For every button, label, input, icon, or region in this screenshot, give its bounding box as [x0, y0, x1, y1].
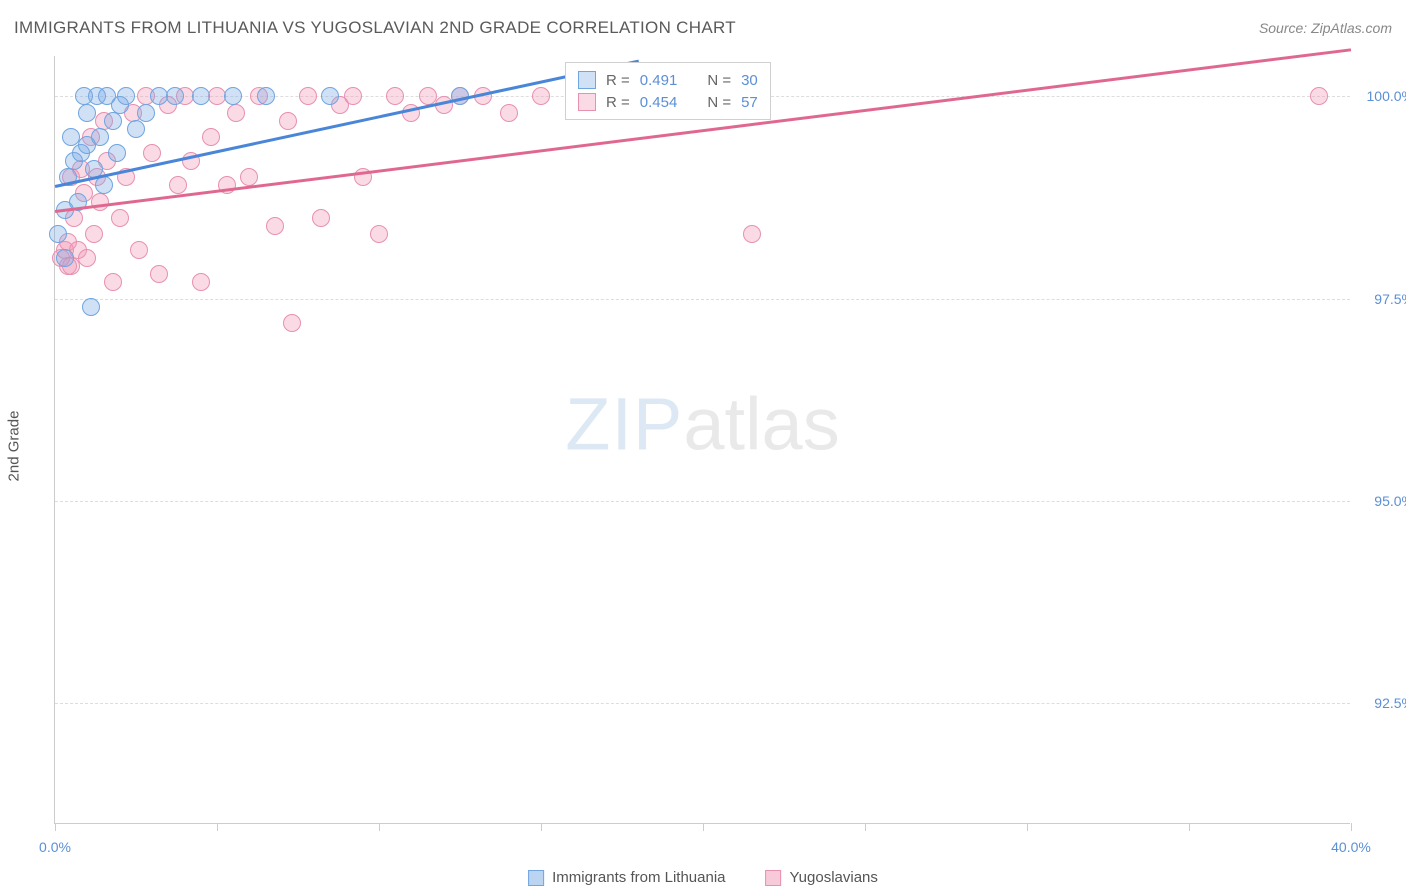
data-point — [85, 225, 103, 243]
data-point — [257, 87, 275, 105]
data-point — [192, 273, 210, 291]
data-point — [78, 249, 96, 267]
data-point — [283, 314, 301, 332]
legend-r-label: R = — [606, 72, 630, 89]
legend-n-value: 57 — [741, 94, 758, 111]
data-point — [266, 217, 284, 235]
data-point — [111, 209, 129, 227]
data-point — [150, 265, 168, 283]
y-tick-label: 97.5% — [1358, 291, 1406, 307]
data-point — [166, 87, 184, 105]
x-tick — [1351, 823, 1352, 831]
data-point — [91, 193, 109, 211]
data-point — [202, 128, 220, 146]
x-tick — [217, 823, 218, 831]
correlation-legend: R = 0.491 N = 30 R = 0.454 N = 57 — [565, 62, 771, 120]
data-point — [279, 112, 297, 130]
chart-source: Source: ZipAtlas.com — [1259, 20, 1392, 36]
x-tick — [703, 823, 704, 831]
x-tick — [1189, 823, 1190, 831]
legend-r-label: R = — [606, 94, 630, 111]
y-axis-label: 2nd Grade — [6, 411, 23, 482]
bottom-legend-item: Yugoslavians — [766, 869, 878, 886]
data-point — [299, 87, 317, 105]
bottom-legend-label: Yugoslavians — [790, 869, 878, 886]
chart-header: IMMIGRANTS FROM LITHUANIA VS YUGOSLAVIAN… — [14, 18, 1392, 38]
x-tick-label: 40.0% — [1331, 839, 1371, 855]
legend-n-label: N = — [707, 94, 731, 111]
y-tick-label: 95.0% — [1358, 493, 1406, 509]
data-point — [240, 168, 258, 186]
data-point — [49, 225, 67, 243]
legend-row: R = 0.454 N = 57 — [578, 91, 758, 113]
data-point — [386, 87, 404, 105]
legend-row: R = 0.491 N = 30 — [578, 69, 758, 91]
watermark-text: ZIPatlas — [565, 382, 839, 467]
gridline — [55, 703, 1350, 704]
bottom-legend: Immigrants from Lithuania Yugoslavians — [528, 869, 878, 886]
data-point — [532, 87, 550, 105]
data-point — [130, 241, 148, 259]
bottom-legend-label: Immigrants from Lithuania — [552, 869, 725, 886]
data-point — [1310, 87, 1328, 105]
data-point — [56, 249, 74, 267]
data-point — [370, 225, 388, 243]
legend-n-label: N = — [707, 72, 731, 89]
chart-title: IMMIGRANTS FROM LITHUANIA VS YUGOSLAVIAN… — [14, 18, 736, 38]
y-tick-label: 100.0% — [1358, 88, 1406, 104]
data-point — [143, 144, 161, 162]
legend-r-value: 0.454 — [640, 94, 678, 111]
data-point — [95, 176, 113, 194]
legend-swatch-icon — [766, 870, 782, 886]
x-tick — [865, 823, 866, 831]
data-point — [344, 87, 362, 105]
legend-swatch-icon — [578, 71, 596, 89]
data-point — [117, 87, 135, 105]
data-point — [500, 104, 518, 122]
data-point — [82, 298, 100, 316]
data-point — [78, 104, 96, 122]
data-point — [104, 273, 122, 291]
legend-swatch-icon — [528, 870, 544, 886]
x-tick — [379, 823, 380, 831]
data-point — [743, 225, 761, 243]
data-point — [91, 128, 109, 146]
data-point — [127, 120, 145, 138]
data-point — [108, 144, 126, 162]
gridline — [55, 501, 1350, 502]
data-point — [192, 87, 210, 105]
legend-swatch-icon — [578, 93, 596, 111]
x-tick — [1027, 823, 1028, 831]
data-point — [169, 176, 187, 194]
data-point — [104, 112, 122, 130]
scatter-plot-area: ZIPatlas 92.5%95.0%97.5%100.0%0.0%40.0%R… — [54, 56, 1350, 824]
data-point — [312, 209, 330, 227]
gridline — [55, 299, 1350, 300]
legend-n-value: 30 — [741, 72, 758, 89]
x-tick — [55, 823, 56, 831]
y-tick-label: 92.5% — [1358, 695, 1406, 711]
x-tick — [541, 823, 542, 831]
x-tick-label: 0.0% — [39, 839, 71, 855]
data-point — [321, 87, 339, 105]
data-point — [227, 104, 245, 122]
data-point — [137, 104, 155, 122]
legend-r-value: 0.491 — [640, 72, 678, 89]
bottom-legend-item: Immigrants from Lithuania — [528, 869, 725, 886]
data-point — [224, 87, 242, 105]
